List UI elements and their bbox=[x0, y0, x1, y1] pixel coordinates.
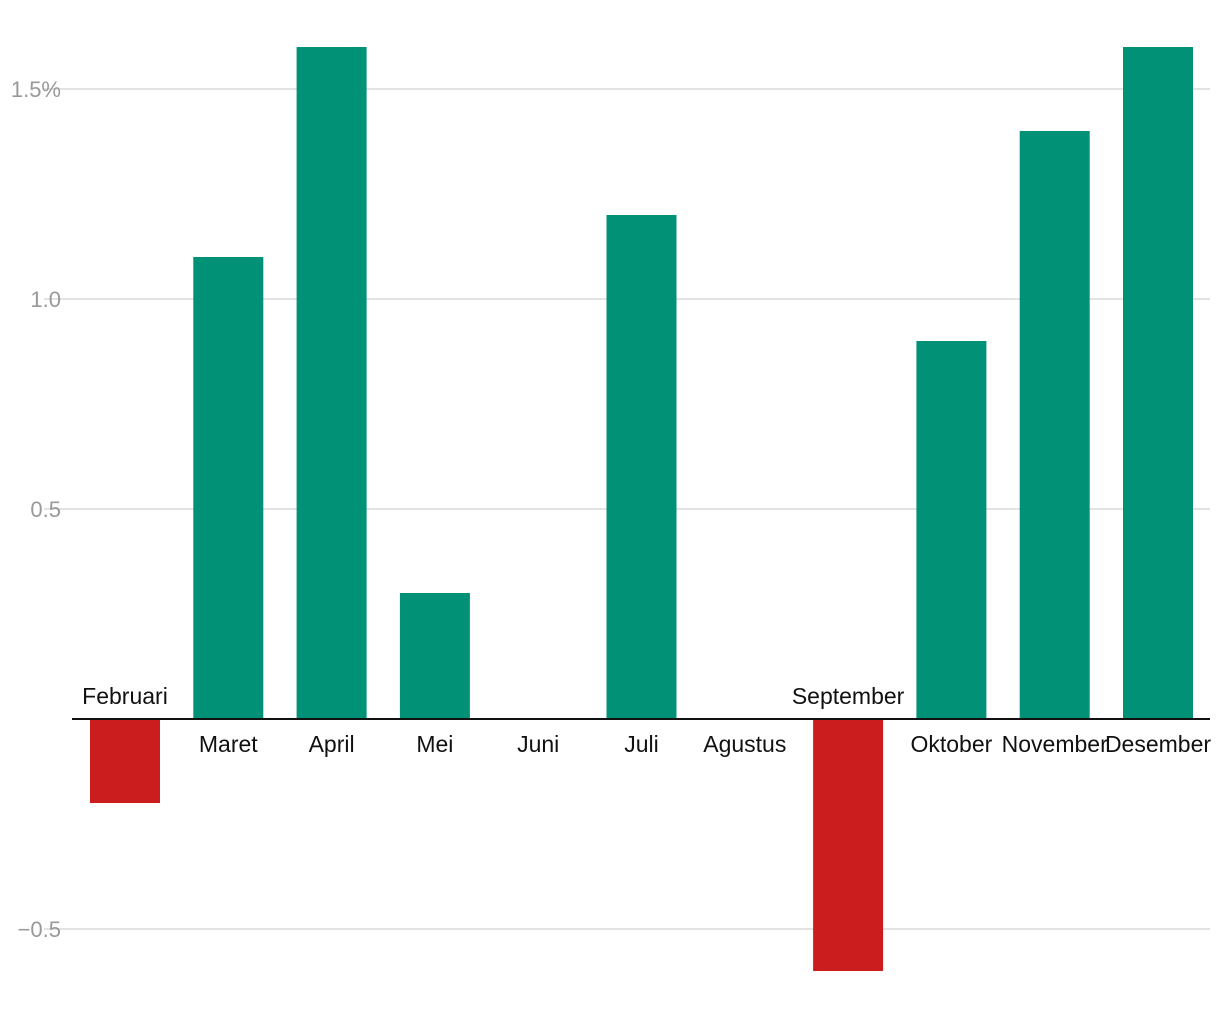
category-label-oktober: Oktober bbox=[910, 731, 992, 757]
bar-februari bbox=[90, 719, 160, 803]
category-label-juni: Juni bbox=[517, 731, 559, 757]
bar-juli bbox=[606, 215, 677, 719]
category-label-november: November bbox=[1002, 731, 1108, 757]
y-tick-label: 0.5 bbox=[30, 497, 61, 522]
category-label-juli: Juli bbox=[624, 731, 659, 757]
category-label-april: April bbox=[309, 731, 355, 757]
category-labels: Februari Maret April Mei Juni Juli AgustusSept… bbox=[82, 683, 1211, 757]
bar-oktober bbox=[916, 341, 987, 719]
bar-desember bbox=[1123, 47, 1193, 719]
bars bbox=[90, 47, 1193, 971]
bar-mei bbox=[399, 593, 470, 719]
category-label-september: September bbox=[792, 683, 905, 709]
category-label-mei: Mei bbox=[416, 731, 453, 757]
y-tick-label: −0.5 bbox=[18, 917, 61, 942]
category-label-agustus: Agustus bbox=[703, 731, 786, 757]
y-tick-label: 1.0 bbox=[30, 287, 61, 312]
category-label-maret: Maret bbox=[199, 731, 258, 757]
category-label-februari: Februari bbox=[82, 683, 168, 709]
bar-maret bbox=[193, 257, 264, 719]
bar-april bbox=[296, 47, 367, 719]
y-axis-ticks: 1.5% 1.0 0.5 −0.5 bbox=[11, 77, 61, 942]
bar-september bbox=[813, 719, 884, 971]
y-tick-label: 1.5% bbox=[11, 77, 61, 102]
category-label-desember: Desember bbox=[1105, 731, 1211, 757]
bar-november bbox=[1019, 131, 1090, 719]
